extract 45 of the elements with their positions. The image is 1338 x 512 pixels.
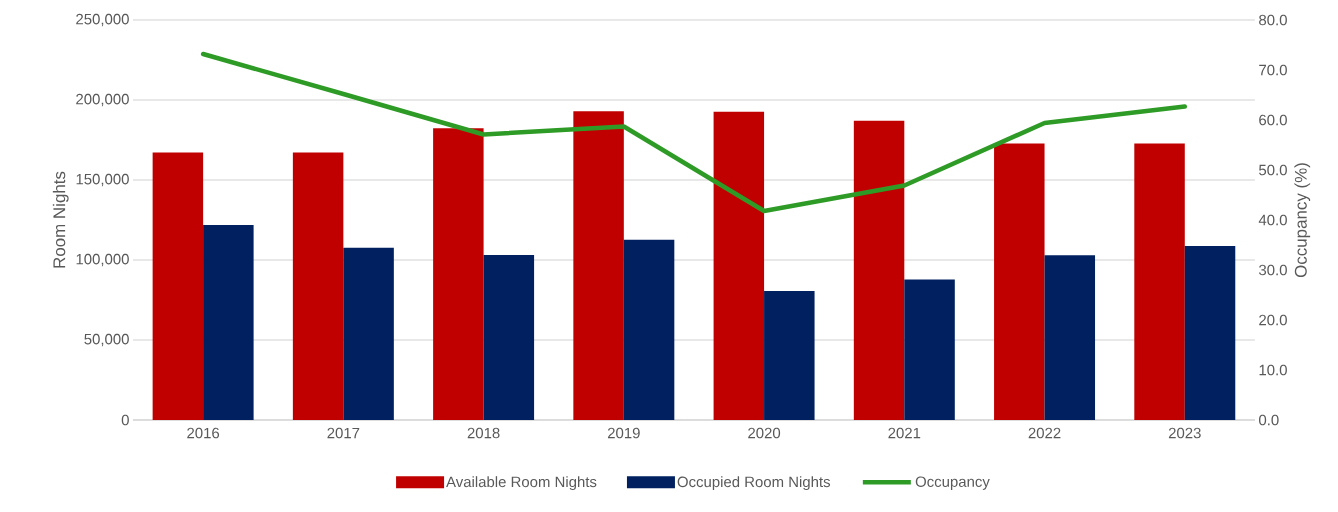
y2-tick-label: 40.0 bbox=[1258, 214, 1287, 226]
bar bbox=[623, 239, 675, 420]
y-tick-label: 150,000 bbox=[76, 173, 129, 187]
y2-tick-label: 70.0 bbox=[1259, 64, 1287, 76]
bar bbox=[853, 120, 905, 420]
bar bbox=[1134, 143, 1185, 420]
x-tick-label: 2020 bbox=[748, 427, 781, 439]
bar bbox=[1184, 246, 1236, 420]
y2-tick-label: 10.0 bbox=[1259, 364, 1287, 376]
bar bbox=[904, 279, 955, 420]
legend-label: Occupied Room Nights bbox=[677, 476, 831, 491]
bar bbox=[483, 254, 535, 420]
y-tick-label: 100,000 bbox=[76, 253, 129, 267]
y2-tick-label: 60.0 bbox=[1259, 114, 1287, 126]
bar bbox=[713, 111, 765, 420]
line-series bbox=[200, 51, 1188, 214]
y2-tick-label: 30.0 bbox=[1258, 264, 1287, 276]
y2-axis-title: Occupancy (%) bbox=[1294, 163, 1311, 278]
bar bbox=[573, 111, 624, 420]
bar bbox=[152, 152, 204, 420]
y2-tick-label: 20.0 bbox=[1259, 314, 1287, 326]
y2-tick-label: 50.0 bbox=[1259, 164, 1287, 176]
legend-label: Occupancy bbox=[915, 476, 990, 490]
bar bbox=[1044, 255, 1096, 420]
bar bbox=[343, 247, 394, 420]
x-tick-label: 2019 bbox=[607, 427, 640, 439]
bar bbox=[292, 152, 344, 420]
y-tick-label: 0 bbox=[121, 414, 129, 426]
x-tick-label: 2023 bbox=[1168, 427, 1201, 439]
y2-tick-label: 80.0 bbox=[1259, 14, 1287, 26]
bar bbox=[764, 291, 815, 420]
y-tick-label: 50,000 bbox=[84, 333, 129, 347]
y-tick-label: 250,000 bbox=[76, 13, 129, 27]
y-axis-title: Room Nights bbox=[52, 171, 69, 268]
bar bbox=[203, 224, 254, 420]
x-tick-label: 2018 bbox=[467, 427, 500, 439]
y2-tick-label: 0.0 bbox=[1259, 414, 1279, 426]
legend-label: Available Room Nights bbox=[446, 476, 597, 491]
x-tick-label: 2017 bbox=[327, 427, 360, 439]
bar bbox=[433, 128, 484, 420]
bar bbox=[994, 143, 1045, 420]
y-tick-label: 200,000 bbox=[76, 93, 129, 107]
x-tick-label: 2021 bbox=[888, 427, 921, 439]
x-tick-label: 2016 bbox=[187, 427, 220, 439]
x-tick-label: 2022 bbox=[1028, 427, 1061, 439]
